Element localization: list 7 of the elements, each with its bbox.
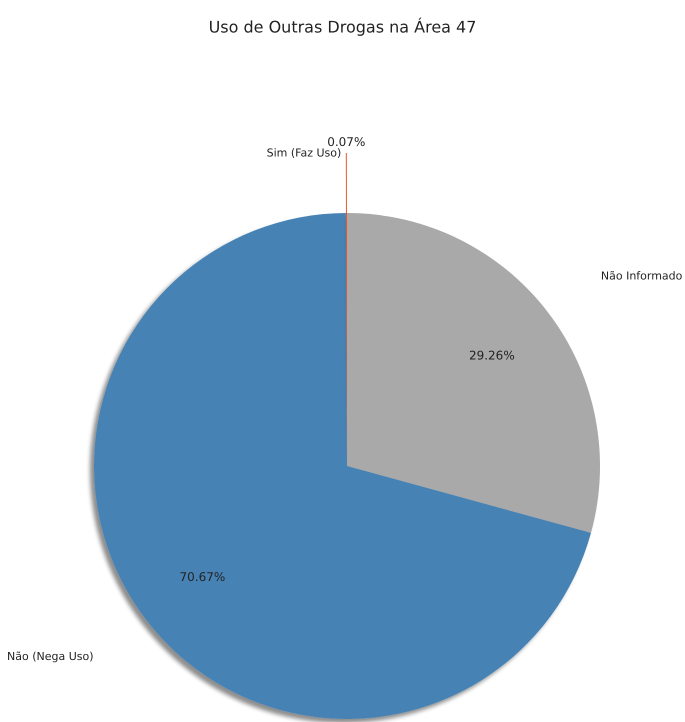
data-label: 70.67% [180, 570, 226, 584]
data-label: 0.07% [327, 135, 366, 150]
slice-label: Não (Nega Uso) [7, 650, 94, 663]
chart-title: Uso de Outras Drogas na Área 47 [208, 18, 476, 36]
slice-label: Sim (Faz Uso) [266, 146, 342, 160]
data-label: 29.26% [468, 348, 515, 363]
slice-label: Não Informado [600, 270, 683, 283]
